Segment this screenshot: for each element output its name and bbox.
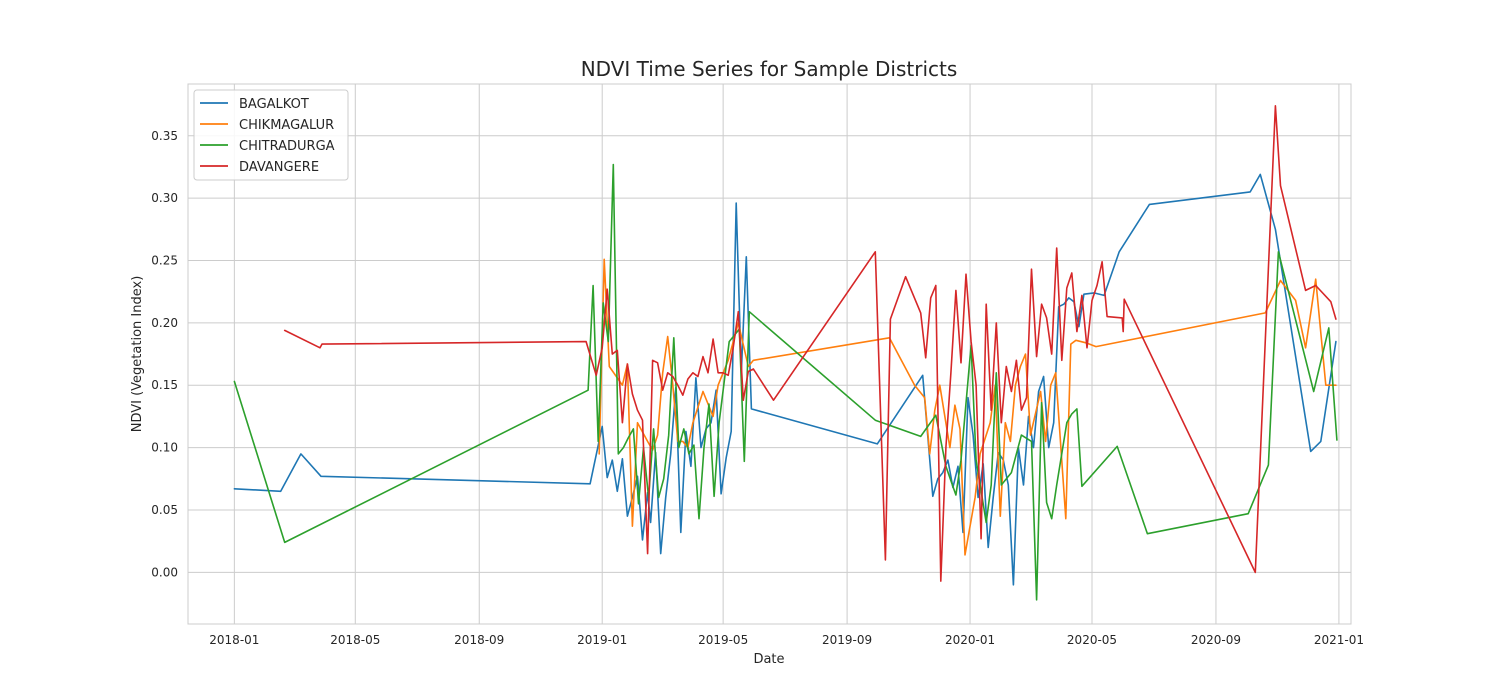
x-tick-label: 2018-05: [330, 633, 380, 647]
legend-box: [193, 89, 349, 181]
y-axis-label: NDVI (Vegetation Index): [130, 276, 145, 433]
y-tick-label: 0.30: [151, 191, 178, 205]
y-tick-label: 0.00: [151, 565, 178, 579]
x-tick-label: 2019-05: [698, 633, 748, 647]
series-line-chitradurga: [233, 163, 1338, 601]
legend-label: BAGALKOT: [239, 97, 309, 112]
y-tick-label: 0.25: [151, 254, 178, 268]
y-tick-label: 0.20: [151, 316, 178, 330]
gridlines: [188, 84, 1351, 624]
x-axis-label: Date: [753, 652, 784, 667]
plot-area: [187, 83, 1352, 625]
x-tick-label: 2018-01: [209, 633, 259, 647]
y-tick-label: 0.15: [151, 378, 178, 392]
legend: BAGALKOT CHIKMAGALUR CHITRADURGA DAVANGERE: [193, 89, 349, 181]
x-tick-label: 2020-01: [945, 633, 995, 647]
series-line-bagalkot: [233, 173, 1337, 586]
x-tick-label: 2019-09: [822, 633, 872, 647]
chart-title: NDVI Time Series for Sample Districts: [581, 57, 958, 81]
y-axis-ticks: 0.00 0.05 0.10 0.15 0.20 0.25 0.30 0.35: [151, 129, 178, 580]
series-line-davangere: [283, 105, 1337, 582]
x-tick-label: 2021-01: [1314, 633, 1364, 647]
x-tick-label: 2020-09: [1191, 633, 1241, 647]
y-tick-label: 0.10: [151, 441, 178, 455]
x-tick-label: 2019-01: [577, 633, 627, 647]
x-axis-ticks: 2018-01 2018-05 2018-09 2019-01 2019-05 2019-…: [209, 633, 1364, 647]
legend-label: DAVANGERE: [239, 160, 319, 175]
series-layer: [233, 105, 1338, 601]
x-tick-label: 2020-05: [1067, 633, 1117, 647]
legend-label: CHITRADURGA: [239, 139, 335, 154]
y-tick-label: 0.35: [151, 129, 178, 143]
y-tick-label: 0.05: [151, 503, 178, 517]
legend-label: CHIKMAGALUR: [239, 118, 334, 133]
series-line-chikmagalur: [598, 258, 1337, 556]
x-tick-label: 2018-09: [454, 633, 504, 647]
